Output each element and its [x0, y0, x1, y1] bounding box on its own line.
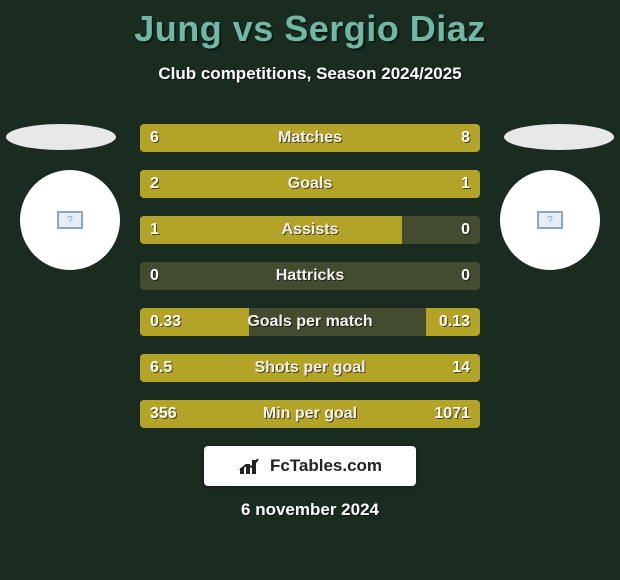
stat-label: Min per goal: [140, 400, 480, 428]
stat-label: Shots per goal: [140, 354, 480, 382]
page-subtitle: Club competitions, Season 2024/2025: [0, 64, 620, 84]
stat-row: Goals per match0.33 0.13: [140, 308, 480, 336]
stat-value-left: 6.5: [150, 354, 172, 382]
page-title: Jung vs Sergio Diaz: [0, 0, 620, 50]
stat-row: Assists1 0: [140, 216, 480, 244]
stat-value-right: 0: [461, 216, 470, 244]
bars-icon: [238, 456, 264, 476]
player-right-club-badge: ?: [500, 170, 600, 270]
stat-label: Matches: [140, 124, 480, 152]
stat-value-left: 2: [150, 170, 159, 198]
flag-placeholder-icon: ?: [57, 211, 83, 229]
fctables-logo: FcTables.com: [204, 446, 416, 486]
stat-value-left: 0.33: [150, 308, 181, 336]
stat-label: Hattricks: [140, 262, 480, 290]
stat-value-right: 0: [461, 262, 470, 290]
stat-value-right: 14: [452, 354, 470, 382]
stat-label: Assists: [140, 216, 480, 244]
stat-row: Hattricks0 0: [140, 262, 480, 290]
stat-label: Goals: [140, 170, 480, 198]
stat-row: Matches6 8: [140, 124, 480, 152]
stat-value-left: 6: [150, 124, 159, 152]
stat-value-right: 8: [461, 124, 470, 152]
stat-value-right: 1071: [434, 400, 470, 428]
player-left-club-badge: ?: [20, 170, 120, 270]
stat-value-right: 1: [461, 170, 470, 198]
player-left-country-oval: [6, 124, 116, 150]
comparison-bars: Matches68Goals21Assists10Hattricks00Goal…: [140, 124, 480, 446]
flag-placeholder-icon: ?: [537, 211, 563, 229]
stat-row: Goals2 1: [140, 170, 480, 198]
stat-row: Shots per goal6.5 14: [140, 354, 480, 382]
stat-value-right: 0.13: [439, 308, 470, 336]
stat-row: Min per goal356 1071: [140, 400, 480, 428]
stat-label: Goals per match: [140, 308, 480, 336]
logo-text: FcTables.com: [270, 456, 382, 476]
stat-value-left: 0: [150, 262, 159, 290]
stat-value-left: 356: [150, 400, 177, 428]
date-label: 6 november 2024: [0, 500, 620, 520]
player-right-country-oval: [504, 124, 614, 150]
stat-value-left: 1: [150, 216, 159, 244]
